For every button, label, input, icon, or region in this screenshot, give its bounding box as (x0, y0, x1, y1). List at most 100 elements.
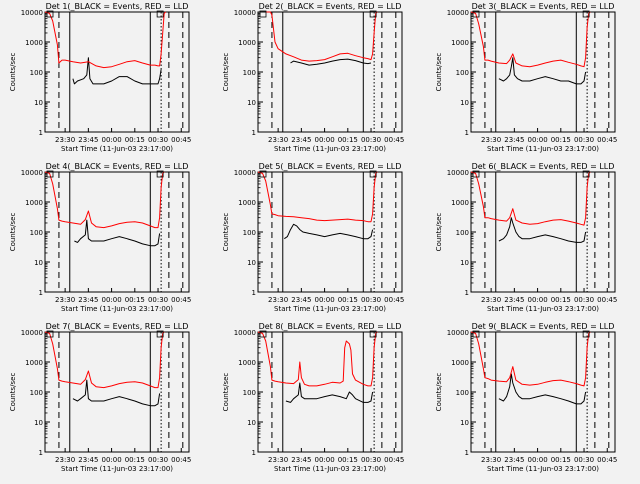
series-events-line (285, 382, 374, 403)
x-tick-label: 00:30 (361, 136, 381, 144)
x-tick-label: 23:45 (78, 456, 98, 464)
series-lld-line (265, 11, 378, 62)
y-tick-label: 100 (456, 389, 469, 397)
y-tick-label: 1 (39, 129, 43, 137)
panel-title: Det 6(_BLACK = Events, RED = LLD (472, 162, 615, 171)
y-tick-label: 10000 (447, 329, 469, 337)
y-tick-label: 1 (39, 289, 43, 297)
y-tick-label: 1000 (451, 39, 469, 47)
series-lld-line (257, 331, 378, 387)
x-tick-label: 23:45 (504, 296, 524, 304)
y-tick-label: 10000 (21, 9, 43, 17)
saturation-marker (472, 170, 480, 178)
y-tick-label: 10 (34, 419, 43, 427)
x-tick-label: 00:45 (597, 296, 617, 304)
plot-frame (257, 11, 403, 133)
panel-title: Det 8(_BLACK = Events, RED = LLD (259, 322, 402, 331)
x-tick-label: 23:30 (55, 136, 75, 144)
plot-frame (470, 11, 616, 133)
x-axis-label: Start Time (11-Jun-03 23:17:00) (487, 465, 599, 473)
x-tick-label: 00:00 (314, 456, 334, 464)
plot-frame (257, 331, 403, 453)
y-tick-label: 10000 (234, 169, 256, 177)
x-tick-label: 00:00 (101, 456, 121, 464)
x-tick-label: 23:45 (291, 456, 311, 464)
plot-frame (470, 331, 616, 453)
x-tick-label: 00:45 (384, 456, 404, 464)
x-tick-label: 23:45 (291, 296, 311, 304)
x-tick-label: 00:30 (361, 456, 381, 464)
x-tick-label: 00:00 (314, 296, 334, 304)
series-events-line (290, 58, 372, 66)
x-axis-label: Start Time (11-Jun-03 23:17:00) (487, 305, 599, 313)
saturation-marker (156, 330, 164, 338)
x-tick-label: 00:15 (125, 456, 145, 464)
series-lld-line (44, 171, 165, 229)
saturation-marker (46, 330, 54, 338)
y-tick-label: 100 (30, 389, 43, 397)
saturation-marker (259, 330, 267, 338)
y-tick-label: 10000 (447, 9, 469, 17)
series-lld-line (257, 171, 378, 223)
panel-9: Det 9(_BLACK = Events, RED = LLD 1 10 100 10… (435, 322, 617, 473)
y-tick-label: 1000 (238, 199, 256, 207)
y-tick-label: 10 (460, 259, 469, 267)
y-tick-label: 1 (252, 449, 256, 457)
x-tick-label: 23:30 (268, 136, 288, 144)
x-axis-label: Start Time (11-Jun-03 23:17:00) (487, 145, 599, 153)
y-tick-label: 1000 (25, 359, 43, 367)
x-tick-label: 00:45 (171, 456, 191, 464)
panel-title: Det 5(_BLACK = Events, RED = LLD (259, 162, 402, 171)
y-tick-label: 10 (247, 259, 256, 267)
series-lld-line (44, 11, 167, 69)
y-tick-label: 100 (456, 69, 469, 77)
panel-2: Det 2(_BLACK = Events, RED = LLD 1 10 100 10… (222, 2, 404, 153)
saturation-marker (369, 10, 377, 18)
series-events-line (498, 57, 587, 85)
x-tick-label: 00:45 (384, 296, 404, 304)
y-tick-label: 10000 (21, 329, 43, 337)
x-tick-label: 00:45 (171, 136, 191, 144)
y-axis-label: Counts/sec (222, 213, 230, 252)
y-tick-label: 10000 (234, 9, 256, 17)
y-axis-label: Counts/sec (9, 53, 17, 92)
saturation-marker (259, 170, 267, 178)
panel-title: Det 9(_BLACK = Events, RED = LLD (472, 322, 615, 331)
x-tick-label: 23:30 (55, 456, 75, 464)
x-tick-label: 23:45 (504, 136, 524, 144)
x-tick-label: 23:30 (481, 296, 501, 304)
x-axis-label: Start Time (11-Jun-03 23:17:00) (61, 465, 173, 473)
x-tick-label: 23:45 (291, 136, 311, 144)
x-tick-label: 00:45 (171, 296, 191, 304)
panel-3: Det 3(_BLACK = Events, RED = LLD 1 10 100 10… (435, 2, 617, 153)
saturation-marker (369, 330, 377, 338)
y-axis-label: Counts/sec (435, 373, 443, 412)
x-tick-label: 00:15 (338, 136, 358, 144)
series-events-line (72, 57, 162, 85)
x-tick-label: 00:30 (148, 456, 168, 464)
x-tick-label: 23:30 (268, 456, 288, 464)
y-tick-label: 1 (252, 289, 256, 297)
x-tick-label: 00:45 (384, 136, 404, 144)
panel-8: Det 8(_BLACK = Events, RED = LLD 1 10 100 10… (222, 322, 404, 473)
y-tick-label: 1000 (238, 359, 256, 367)
panel-title: Det 4(_BLACK = Events, RED = LLD (46, 162, 189, 171)
y-tick-label: 1000 (25, 199, 43, 207)
saturation-marker (156, 10, 164, 18)
y-tick-label: 10000 (447, 169, 469, 177)
y-axis-label: Counts/sec (9, 373, 17, 412)
y-tick-label: 100 (243, 229, 256, 237)
series-events-line (284, 223, 374, 240)
y-tick-label: 100 (30, 229, 43, 237)
y-tick-label: 10 (460, 99, 469, 107)
series-lld-line (470, 331, 591, 387)
y-axis-label: Counts/sec (435, 53, 443, 92)
saturation-marker (46, 170, 54, 178)
x-axis-label: Start Time (11-Jun-03 23:17:00) (61, 145, 173, 153)
y-tick-label: 1 (465, 289, 469, 297)
x-tick-label: 23:30 (268, 296, 288, 304)
y-tick-label: 100 (30, 69, 43, 77)
x-tick-label: 23:45 (78, 136, 98, 144)
